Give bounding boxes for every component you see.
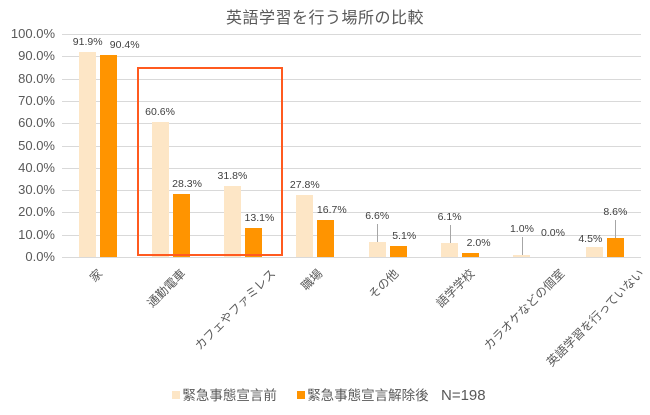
data-label: 27.8% [289,179,320,191]
data-label: 8.6% [603,205,628,218]
bar [368,242,386,257]
data-label: 1.0% [509,222,534,235]
leader-line [615,219,617,238]
y-tick-label: 10.0% [18,226,55,242]
leader-line [377,224,379,243]
y-tick-label: 80.0% [18,70,55,86]
gridline [62,212,641,214]
bar [606,237,624,257]
plot-area: 91.9% 90.4% 60.6% 28.3% 31.8% 13.1% 27.8% 16.7%… [62,34,641,258]
bar [441,243,459,257]
y-tick-label: 50.0% [18,137,55,153]
bar [79,52,97,257]
bar [585,246,603,257]
bar [296,195,314,257]
x-category-label: 通勤電車 [144,266,188,311]
gridline [62,190,641,192]
y-tick-label: 40.0% [18,159,55,175]
data-label: 13.1% [244,211,275,224]
legend-label-after: 緊急事態宣言解除後 [307,388,429,404]
bar [100,55,118,257]
gridline [62,167,641,169]
data-label: 16.7% [316,203,347,216]
gridline [62,34,641,35]
bar [513,254,531,257]
highlight-box [137,67,283,256]
legend-label-before: 緊急事態宣言前 [182,388,277,404]
x-category-label: カフェやファミレス [191,266,278,353]
gridline [62,123,641,125]
data-label: 31.8% [217,170,248,183]
bar [151,121,169,257]
bar [172,193,190,257]
legend: 緊急事態宣言前 緊急事態宣言解除後 N=198 [0,384,650,404]
data-label: 28.3% [172,177,202,190]
gridline [62,78,641,80]
data-label: 6.1% [437,211,462,224]
gridline [62,56,641,58]
legend-swatch-after [297,391,306,399]
gridline [62,100,641,102]
bar [389,245,407,257]
data-label: 0.0% [540,227,565,239]
x-category-label: 語学学校 [433,266,478,311]
legend-swatch-before [172,391,181,399]
leader-line [521,236,523,255]
gridline [62,234,641,236]
leader-line [449,225,451,244]
data-label: 91.9% [72,36,103,49]
y-tick-label: 20.0% [18,204,55,220]
y-tick-label: 70.0% [18,92,55,108]
gridline [62,145,641,147]
data-label: 90.4% [109,39,140,52]
gridline [62,257,641,258]
x-category-label: 職場 [298,266,326,294]
y-tick-label: 100.0% [10,26,55,41]
data-label: 6.6% [365,210,390,223]
legend-item-before: 緊急事態宣言前 [172,384,277,404]
x-category-label: その他 [366,266,402,302]
y-tick-label: 0.0% [25,249,55,264]
x-category-label: 家 [86,266,105,285]
x-category-label: カラオケなどの個室 [481,266,568,353]
y-tick-label: 30.0% [18,182,55,198]
bar [244,227,262,257]
data-label: 2.0% [466,236,491,249]
bar [462,252,480,257]
sample-size: N=198 [440,387,486,404]
bar [223,186,241,257]
data-label: 5.1% [392,229,417,242]
y-tick-label: 90.0% [18,48,55,64]
data-label: 60.6% [145,105,175,118]
data-label: 4.5% [578,232,603,245]
bar [317,219,335,257]
legend-item-after: 緊急事態宣言解除後 [297,384,429,404]
chart-title: 英語学習を行う場所の比較 [225,8,424,27]
y-tick-label: 60.0% [18,115,55,131]
